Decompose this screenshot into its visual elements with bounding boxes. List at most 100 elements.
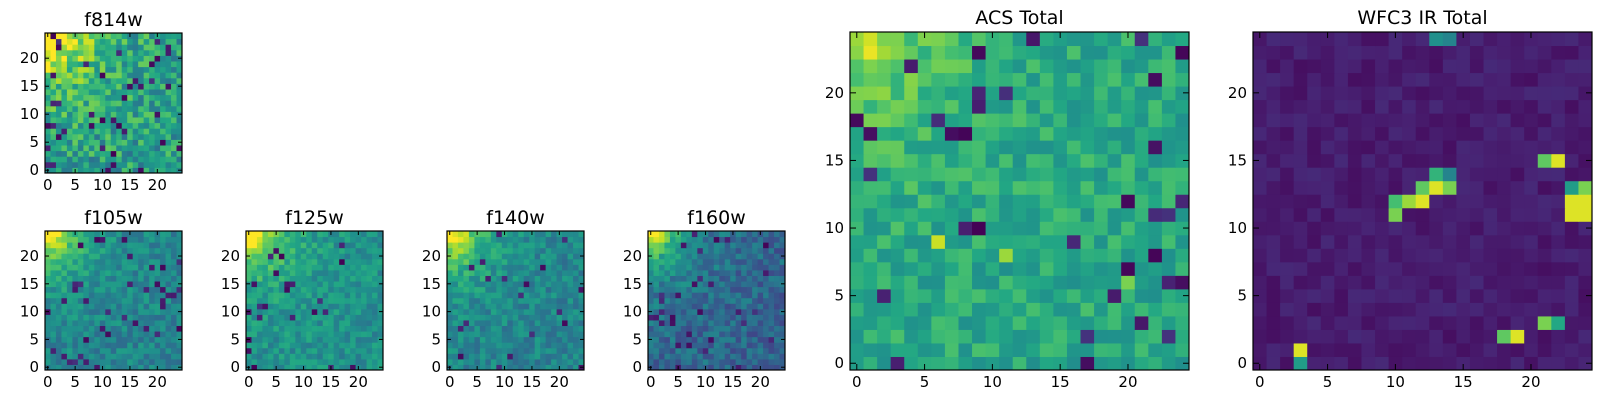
heatmap-cell <box>741 269 748 276</box>
heatmap-cell <box>562 319 569 327</box>
heatmap-cell <box>1456 356 1471 371</box>
heatmap-cell <box>1334 329 1349 344</box>
heatmap-cell <box>94 242 101 249</box>
heatmap-cell <box>1012 221 1027 236</box>
heatmap-cell <box>72 258 79 265</box>
heatmap-cell <box>1524 140 1539 155</box>
heatmap-cell <box>377 347 384 354</box>
heatmap-cell <box>1175 86 1190 101</box>
heatmap-cell <box>730 358 737 365</box>
heatmap-cell <box>105 286 112 293</box>
heatmap-cell <box>713 319 720 327</box>
heatmap-cell <box>702 242 709 249</box>
heatmap-cell <box>55 336 62 343</box>
heatmap-cell <box>1483 126 1498 141</box>
heatmap-cell <box>774 314 781 321</box>
heatmap-cell <box>779 353 786 360</box>
x-tick-label: 5 <box>920 373 930 391</box>
heatmap-cell <box>1551 72 1566 87</box>
heatmap-cell <box>1320 329 1335 344</box>
heatmap-cell <box>669 325 676 332</box>
heatmap-cell <box>719 325 726 332</box>
heatmap-cell <box>551 353 558 360</box>
heatmap-cell <box>697 319 704 327</box>
heatmap-cell <box>55 150 62 157</box>
heatmap-cell <box>1266 302 1281 317</box>
heatmap-cell <box>99 83 106 90</box>
heatmap-cell <box>540 347 547 354</box>
heatmap-cell <box>653 347 660 354</box>
heatmap-cell <box>66 94 73 101</box>
heatmap-cell <box>468 247 475 254</box>
heatmap-cell <box>1429 221 1444 236</box>
heatmap-cell <box>1266 113 1281 128</box>
heatmap-cell <box>724 281 731 288</box>
heatmap-cell <box>863 221 878 236</box>
heatmap-cell <box>999 275 1014 290</box>
heatmap-cell <box>66 133 73 140</box>
heatmap-cell <box>768 253 775 260</box>
heatmap-cell <box>110 117 117 124</box>
heatmap-cell <box>94 161 101 168</box>
heatmap-cell <box>127 122 134 129</box>
heatmap-cell <box>691 308 698 315</box>
heatmap-cell <box>713 364 720 371</box>
heatmap-cell <box>154 275 161 282</box>
heatmap-cell <box>931 194 946 209</box>
heatmap-cell <box>556 336 563 343</box>
heatmap-cell <box>850 32 865 47</box>
heatmap-cell <box>121 89 128 96</box>
heatmap-cell <box>1266 248 1281 263</box>
heatmap-cell <box>171 66 178 73</box>
heatmap-cell <box>121 303 128 310</box>
heatmap-cell <box>339 264 346 271</box>
heatmap-cell <box>1080 207 1095 222</box>
heatmap-cell <box>1415 86 1430 101</box>
heatmap-cell <box>149 105 156 112</box>
heatmap-cell <box>344 314 351 321</box>
heatmap-cell <box>176 38 183 45</box>
heatmap-cell <box>653 269 660 276</box>
heatmap-cell <box>573 358 580 365</box>
heatmap-cell <box>468 292 475 299</box>
heatmap-cell <box>66 342 73 349</box>
heatmap-cell <box>648 286 654 293</box>
heatmap-cell <box>540 297 547 304</box>
heatmap-cell <box>121 325 128 332</box>
heatmap-cell <box>138 342 145 349</box>
heatmap-cell <box>512 303 519 310</box>
heatmap-cell <box>485 236 492 243</box>
heatmap-cell <box>355 336 362 343</box>
heatmap-cell <box>116 314 123 321</box>
heatmap-cell <box>50 33 57 40</box>
heatmap-cell <box>83 161 90 168</box>
heatmap-cell <box>985 288 1000 303</box>
heatmap-cell <box>741 347 748 354</box>
heatmap-cell <box>121 253 128 260</box>
heatmap-cell <box>944 86 959 101</box>
heatmap-cell <box>121 150 128 157</box>
heatmap-cell <box>540 319 547 327</box>
heatmap-cell <box>708 281 715 288</box>
heatmap-cell <box>917 302 932 317</box>
heatmap-cell <box>741 364 748 371</box>
heatmap-cell <box>1039 248 1054 263</box>
heatmap-cell <box>1388 140 1403 155</box>
heatmap-cell <box>719 253 726 260</box>
heatmap-cell <box>344 231 351 238</box>
heatmap-cell <box>779 331 786 338</box>
heatmap-cell <box>774 308 781 315</box>
heatmap-cell <box>757 258 764 265</box>
heatmap-cell <box>1320 32 1335 47</box>
heatmap-cell <box>149 145 156 152</box>
heatmap-cell <box>132 33 139 40</box>
heatmap-cell <box>669 281 676 288</box>
heatmap-cell <box>116 38 123 45</box>
heatmap-cell <box>724 336 731 343</box>
heatmap-cell <box>1053 153 1068 168</box>
heatmap-cell <box>457 325 464 332</box>
heatmap-cell <box>1551 126 1566 141</box>
heatmap-cell <box>944 248 959 263</box>
heatmap-cell <box>658 236 665 243</box>
heatmap-cell <box>50 49 57 56</box>
